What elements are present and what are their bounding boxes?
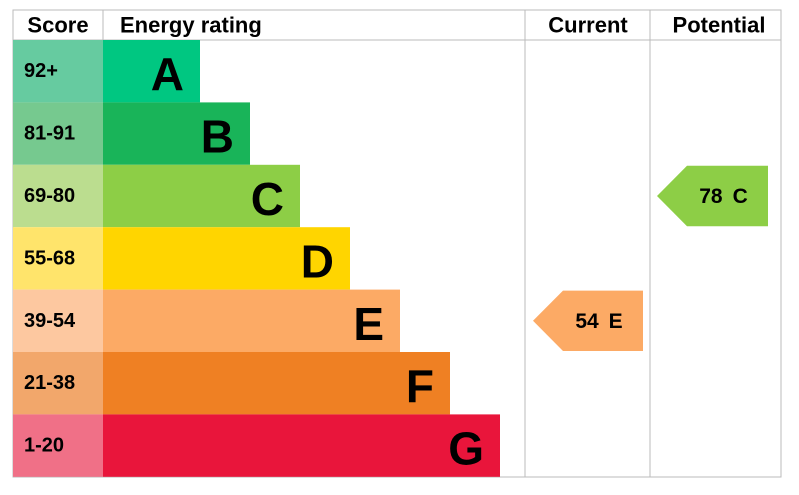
score-cell: [13, 289, 103, 352]
header-score: Score: [27, 13, 88, 38]
rating-letter: B: [201, 111, 234, 163]
potential-label: 78 C: [699, 185, 748, 208]
header-potential: Potential: [673, 13, 766, 38]
rating-bar: [103, 164, 300, 228]
score-cell: [13, 414, 103, 477]
score-cell: [13, 352, 103, 415]
score-cell: [13, 40, 103, 103]
score-label: 55-68: [24, 247, 75, 269]
potential-value: 78: [699, 185, 723, 208]
rating-letter: E: [353, 298, 384, 350]
rating-letter: F: [406, 360, 434, 412]
rating-letter: D: [301, 235, 334, 287]
score-label: 1-20: [24, 435, 64, 457]
score-label: 92+: [24, 60, 58, 82]
current-label: 54 E: [575, 309, 622, 332]
score-label: 39-54: [24, 310, 76, 332]
header-rating: Energy rating: [120, 13, 262, 38]
current-arrow: [533, 290, 643, 351]
score-cell: [13, 227, 103, 290]
rating-letter: C: [251, 173, 284, 225]
score-cell: [13, 102, 103, 165]
rating-bar: [103, 40, 200, 103]
score-label: 21-38: [24, 372, 75, 394]
rating-letter: A: [151, 48, 184, 100]
score-cell: [13, 164, 103, 228]
score-label: 81-91: [24, 123, 75, 145]
rating-bar: [103, 289, 400, 352]
header-current: Current: [548, 13, 628, 38]
current-value: 54: [575, 309, 599, 332]
potential-letter: C: [733, 185, 748, 208]
rating-bar: [103, 227, 350, 290]
rating-bar: [103, 352, 450, 415]
rating-bar: [103, 414, 500, 477]
rating-bar: [103, 102, 250, 165]
rating-letter: G: [448, 423, 484, 475]
current-letter: E: [609, 309, 623, 332]
score-label: 69-80: [24, 185, 75, 207]
potential-arrow: [657, 165, 768, 227]
